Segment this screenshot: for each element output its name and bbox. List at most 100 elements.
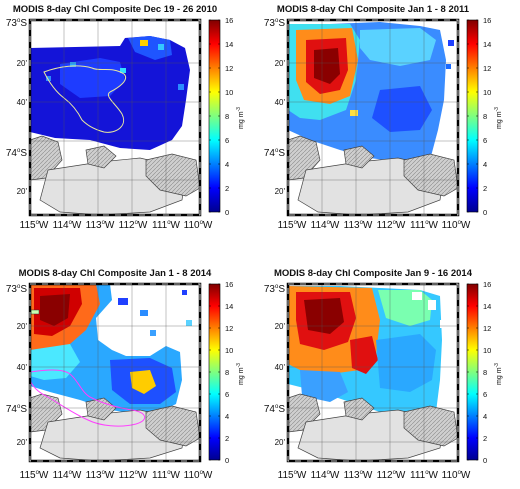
- svg-text:73oS: 73oS: [264, 18, 285, 29]
- colorbar-tick: 16: [483, 16, 491, 25]
- svg-text:40': 40': [17, 363, 28, 372]
- svg-text:111oW: 111oW: [410, 470, 439, 481]
- svg-text:113oW: 113oW: [86, 220, 115, 231]
- colorbar-tick: 4: [225, 412, 229, 421]
- longitude-labels: 115oW 114oW 113oW 112oW 111oW 110oW: [278, 470, 471, 481]
- chlorophyll-field: [30, 284, 200, 461]
- svg-text:112oW: 112oW: [119, 470, 148, 481]
- svg-text:74oS: 74oS: [6, 404, 27, 415]
- colorbar-tick: 14: [483, 40, 491, 49]
- colorbar-tick: 2: [225, 434, 229, 443]
- colorbar-tick: 14: [225, 302, 233, 311]
- colorbar-tick: 12: [225, 324, 233, 333]
- svg-text:73oS: 73oS: [6, 18, 27, 29]
- colorbar-tick: 14: [483, 302, 491, 311]
- colorbar-tick: 2: [483, 184, 487, 193]
- colorbar-unit: mg m-3: [494, 363, 503, 385]
- graticule: [288, 284, 458, 461]
- svg-text:114oW: 114oW: [53, 470, 82, 481]
- panel-4-title: MODIS 8-day Chl Composite Jan 9 - 16 201…: [274, 268, 473, 279]
- chlorophyll-field: [288, 22, 458, 215]
- colorbar-tick: 8: [225, 112, 229, 121]
- svg-text:74oS: 74oS: [264, 404, 285, 415]
- panel-1-title: MODIS 8-day Chl Composite Dec 19 - 26 20…: [13, 4, 217, 15]
- svg-text:110oW: 110oW: [184, 470, 213, 481]
- svg-text:74oS: 74oS: [6, 148, 27, 159]
- svg-text:112oW: 112oW: [119, 220, 148, 231]
- colorbar-tick: 0: [225, 456, 229, 465]
- panel-3: MODIS 8-day Chl Composite Jan 1 - 8 2014: [6, 268, 245, 481]
- colorbar-tick: 6: [225, 136, 229, 145]
- chlorophyll-field: [288, 286, 458, 461]
- colorbar: 0 2 4 6 8 10 12 14 16 mg m-3: [466, 280, 503, 465]
- colorbar-tick: 12: [483, 324, 491, 333]
- panel-2-title: MODIS 8-day Chl Composite Jan 1 - 8 2011: [277, 4, 470, 15]
- colorbar-tick: 6: [483, 390, 487, 399]
- svg-text:112oW: 112oW: [377, 220, 406, 231]
- svg-text:113oW: 113oW: [344, 470, 373, 481]
- svg-text:73oS: 73oS: [264, 284, 285, 295]
- svg-text:20': 20': [275, 187, 286, 196]
- colorbar-tick: 2: [225, 184, 229, 193]
- panel-2: MODIS 8-day Chl Composite Jan 1 - 8 2011…: [264, 4, 503, 231]
- colorbar: 0 2 4 6 8 10 12 14 16 mg m-3: [466, 16, 503, 217]
- svg-text:112oW: 112oW: [377, 470, 406, 481]
- colorbar-tick: 14: [225, 40, 233, 49]
- graticule: [288, 20, 458, 215]
- latitude-labels: 73oS 20' 40' 74oS 20': [264, 284, 286, 447]
- colorbar-tick: 2: [483, 434, 487, 443]
- svg-text:110oW: 110oW: [442, 220, 471, 231]
- colorbar-tick: 8: [225, 368, 229, 377]
- svg-text:114oW: 114oW: [311, 220, 340, 231]
- longitude-labels: 115oW 114oW 113oW 112oW 111oW 110oW: [20, 220, 213, 231]
- colorbar-tick: 8: [483, 368, 487, 377]
- svg-text:40': 40': [275, 363, 286, 372]
- svg-text:111oW: 111oW: [410, 220, 439, 231]
- svg-text:115oW: 115oW: [20, 220, 49, 231]
- colorbar-tick: 10: [225, 346, 233, 355]
- svg-text:111oW: 111oW: [152, 220, 181, 231]
- svg-text:20': 20': [17, 438, 28, 447]
- colorbar-tick: 16: [483, 280, 491, 289]
- chlorophyll-field: [30, 36, 200, 215]
- svg-text:110oW: 110oW: [184, 220, 213, 231]
- colorbar-tick: 10: [225, 88, 233, 97]
- svg-text:20': 20': [275, 322, 286, 331]
- svg-text:114oW: 114oW: [53, 220, 82, 231]
- colorbar-unit: mg m-3: [494, 107, 503, 129]
- svg-text:113oW: 113oW: [86, 470, 115, 481]
- colorbar: 0 2 4 6 8 10 12 14 16 mg m-3: [208, 280, 245, 465]
- colorbar-tick: 16: [225, 280, 233, 289]
- colorbar-tick: 0: [483, 456, 487, 465]
- svg-text:110oW: 110oW: [442, 470, 471, 481]
- svg-text:20': 20': [17, 59, 28, 68]
- colorbar-tick: 10: [483, 88, 491, 97]
- colorbar-tick: 0: [483, 208, 487, 217]
- svg-text:20': 20': [17, 322, 28, 331]
- svg-text:113oW: 113oW: [344, 220, 373, 231]
- graticule: [30, 284, 200, 461]
- latitude-labels: 73oS 20' 40' 74oS 20': [264, 18, 286, 196]
- colorbar-tick: 6: [483, 136, 487, 145]
- colorbar-tick: 4: [483, 412, 487, 421]
- colorbar-unit: mg m-3: [236, 107, 245, 129]
- longitude-labels: 115oW 114oW 113oW 112oW 111oW 110oW: [278, 220, 471, 231]
- colorbar-tick: 12: [483, 64, 491, 73]
- colorbar-tick: 12: [225, 64, 233, 73]
- colorbar: 0 2 4 6 8 10 12 14 16 mg m-3: [208, 16, 245, 217]
- latitude-labels: 73oS 20' 40' 74oS 20': [6, 284, 28, 447]
- latitude-labels: 73oS 20' 40' 74oS 20': [6, 18, 28, 196]
- svg-text:111oW: 111oW: [152, 470, 181, 481]
- panel-4: MODIS 8-day Chl Composite Jan 9 - 16 201…: [264, 268, 503, 481]
- colorbar-tick: 10: [483, 346, 491, 355]
- svg-text:20': 20': [17, 187, 28, 196]
- colorbar-tick: 0: [225, 208, 229, 217]
- svg-text:114oW: 114oW: [311, 470, 340, 481]
- colorbar-unit: mg m-3: [236, 363, 245, 385]
- svg-text:73oS: 73oS: [6, 284, 27, 295]
- svg-text:115oW: 115oW: [278, 220, 307, 231]
- graticule: [30, 20, 200, 215]
- colorbar-tick: 4: [225, 160, 229, 169]
- colorbar-tick: 4: [483, 160, 487, 169]
